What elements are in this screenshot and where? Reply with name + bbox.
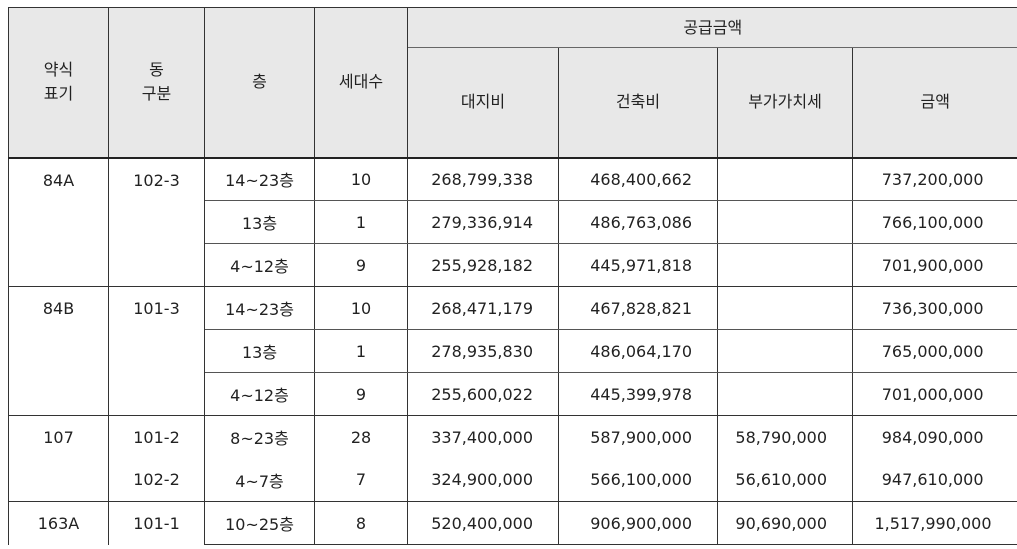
floor-cell: 13층 [204, 200, 315, 244]
vat-cell [717, 372, 853, 416]
build-cell: 486,763,086 [558, 200, 718, 244]
units-cell: 1 [314, 200, 408, 244]
vat-cell: 56,610,000 [717, 458, 853, 502]
floor-cell: 4~12층 [204, 372, 315, 416]
floor-cell: 4~7층 [204, 458, 315, 502]
total-cell: 701,000,000 [851, 372, 1017, 416]
table-row: 4~12층 9 255,600,022 445,399,978 701,000,… [9, 372, 1017, 416]
build-cell: 486,064,170 [558, 329, 718, 373]
units-cell: 1 [314, 329, 408, 373]
vat-cell: 58,790,000 [717, 415, 853, 459]
build-cell: 566,100,000 [558, 458, 718, 502]
header-dong: 동 구분 [108, 7, 205, 159]
units-cell: 28 [314, 415, 408, 459]
floor-cell: 4~12층 [204, 243, 315, 287]
land-cell: 520,400,000 [407, 501, 559, 545]
floor-cell: 14~23층 [204, 286, 315, 330]
floor-cell: 14~23층 [204, 157, 315, 201]
total-value: 1,517,990,000 [874, 513, 992, 533]
build-cell: 587,900,000 [558, 415, 718, 459]
total-value: 984,090,000 [881, 427, 984, 447]
table-row: 4~12층 9 255,928,182 445,971,818 701,900,… [9, 243, 1017, 287]
header-total: 금액 [851, 47, 1017, 159]
total-cell: 1,517,990,000 [851, 501, 1017, 545]
type-cell: 84A [8, 157, 109, 287]
units-cell: 10 [314, 286, 408, 330]
header-type: 약식 표기 [8, 7, 109, 159]
total-value: 947,610,000 [881, 470, 984, 490]
build-cell: 906,900,000 [558, 501, 718, 545]
supply-price-table: 약식 표기 동 구분 층 세대수 공급금액 대지비 건축비 부가가치세 금액 8… [8, 7, 1017, 545]
header-floor: 층 [204, 7, 315, 159]
total-cell: 766,100,000 [851, 200, 1017, 244]
total-cell: 765,000,000 [851, 329, 1017, 373]
total-value: 737,200,000 [881, 169, 984, 189]
units-cell: 10 [314, 157, 408, 201]
floor-cell: 13층 [204, 329, 315, 373]
floor-cell: 8~23층 [204, 415, 315, 459]
units-cell: 9 [314, 372, 408, 416]
land-cell: 279,336,914 [407, 200, 559, 244]
land-cell: 255,928,182 [407, 243, 559, 287]
table-row: 84A 102-3 14~23층 10 268,799,338 468,400,… [8, 157, 1017, 287]
land-cell: 278,935,830 [407, 329, 559, 373]
build-cell: 445,399,978 [558, 372, 718, 416]
land-cell: 268,471,179 [407, 286, 559, 330]
units-cell: 9 [314, 243, 408, 287]
header-type-line1: 약식 [43, 60, 74, 80]
header-land-cost: 대지비 [407, 47, 559, 159]
table-row: 13층 1 279,336,914 486,763,086 766,100,00… [9, 200, 1017, 244]
vat-cell [717, 243, 853, 287]
total-value: 765,000,000 [881, 341, 984, 361]
header-build-cost: 건축비 [558, 47, 718, 159]
type-cell: 163A [8, 501, 109, 545]
header-supply-price: 공급금액 [406, 7, 1017, 48]
vat-cell [717, 200, 853, 244]
total-cell: 737,200,000 [851, 157, 1017, 201]
type-cell: 107 [8, 415, 109, 502]
build-cell: 468,400,662 [558, 157, 718, 201]
total-cell: 736,300,000 [851, 286, 1017, 330]
total-cell: 701,900,000 [851, 243, 1017, 287]
header-vat: 부가가치세 [717, 47, 853, 159]
table-row: 107 101-2 8~23층 28 337,400,000 587,900,0… [8, 415, 1017, 502]
total-cell: 947,610,000 [851, 458, 1017, 502]
table-row: 102-2 4~7층 7 324,900,000 566,100,000 56,… [9, 458, 1017, 502]
vat-cell [717, 157, 853, 201]
header-type-line2: 표기 [43, 84, 74, 104]
total-value: 701,000,000 [881, 384, 984, 404]
vat-cell [717, 329, 853, 373]
floor-cell: 10~25층 [204, 501, 315, 545]
units-cell: 7 [314, 458, 408, 502]
vat-cell: 90,690,000 [717, 501, 853, 545]
total-value: 736,300,000 [881, 298, 984, 318]
vat-cell [717, 286, 853, 330]
dong-cell: 102-2 [108, 458, 205, 502]
units-cell: 8 [314, 501, 408, 545]
dong-cell: 101-2 [108, 415, 205, 459]
total-value: 701,900,000 [881, 255, 984, 275]
table-row: 84B 101-3 14~23층 10 268,471,179 467,828,… [8, 286, 1017, 416]
header-dong-line1: 동 [149, 60, 164, 80]
land-cell: 324,900,000 [407, 458, 559, 502]
land-cell: 337,400,000 [407, 415, 559, 459]
build-cell: 467,828,821 [558, 286, 718, 330]
land-cell: 268,799,338 [407, 157, 559, 201]
type-cell: 84B [8, 286, 109, 416]
dong-cell: 101-3 [108, 286, 205, 416]
header-dong-line2: 구분 [141, 84, 172, 104]
table-row: 163A 101-1 10~25층 8 520,400,000 906,900,… [8, 501, 1017, 545]
land-cell: 255,600,022 [407, 372, 559, 416]
header-units: 세대수 [314, 7, 408, 159]
build-cell: 445,971,818 [558, 243, 718, 287]
table-row: 13층 1 278,935,830 486,064,170 765,000,00… [9, 329, 1017, 373]
dong-cell: 101-1 [108, 501, 205, 545]
total-cell: 984,090,000 [851, 415, 1017, 459]
dong-cell: 102-3 [108, 157, 205, 287]
total-value: 766,100,000 [881, 212, 984, 232]
